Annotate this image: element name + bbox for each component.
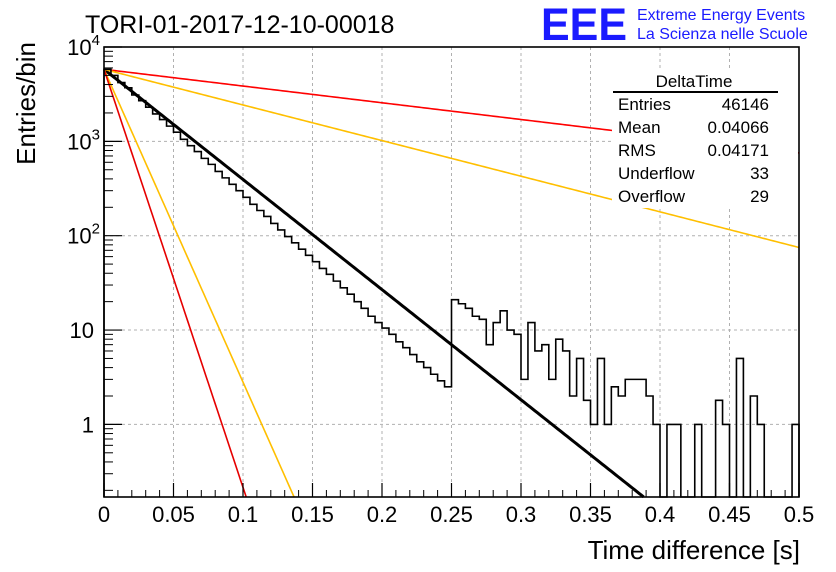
- stats-box-title: DeltaTime: [656, 72, 733, 91]
- logo-line1: Extreme Energy Events: [637, 7, 805, 24]
- x-tick-label: 0.4: [645, 502, 676, 527]
- stats-row-value: 0.04066: [708, 118, 769, 137]
- x-tick-label: 0.2: [367, 502, 398, 527]
- stats-row-value: 0.04171: [708, 141, 769, 160]
- y-tick-label: 10: [70, 318, 94, 343]
- stats-rows: Entries 46146 Mean 0.04066 RMS 0.04171 Underfl…: [618, 95, 769, 206]
- x-tick-label: 0.45: [708, 502, 751, 527]
- histogram: [103, 68, 800, 498]
- logo-mark: EEE: [541, 0, 627, 50]
- x-axis-label: Time difference [s]: [588, 535, 800, 565]
- stats-row-value: 46146: [722, 95, 769, 114]
- y-tick-label: 104: [67, 32, 100, 60]
- stats-row-label: Entries: [618, 95, 671, 114]
- fit-curve: [103, 68, 295, 498]
- y-axis: 1 10 102 103 104: [67, 32, 122, 491]
- fit-curve: [103, 69, 247, 498]
- fit-curve: [103, 68, 800, 249]
- x-axis: 0 0.05 0.1 0.15 0.2 0.25 0.3 0.35 0.4 0.45 0.5: [98, 483, 814, 527]
- x-tick-label: 0: [98, 502, 110, 527]
- stats-row-label: RMS: [618, 141, 656, 160]
- stats-row-value: 33: [750, 164, 769, 183]
- logo-line2: La Scienza nelle Scuole: [637, 26, 808, 43]
- stats-row-label: Underflow: [618, 164, 695, 183]
- y-tick-label: 103: [67, 126, 100, 154]
- stats-row-label: Mean: [618, 118, 661, 137]
- x-tick-label: 0.1: [228, 502, 259, 527]
- y-tick-label: 102: [67, 221, 100, 249]
- fit-curve: [103, 68, 645, 499]
- histogram-outline: [103, 68, 800, 498]
- y-tick-label: 1: [82, 412, 94, 437]
- eee-logo: EEE Extreme Energy Events La Scienza nel…: [541, 0, 808, 50]
- stats-box: DeltaTime Entries 46146 Mean 0.04066 RMS 0.04…: [612, 70, 798, 208]
- x-tick-label: 0.15: [291, 502, 334, 527]
- x-tick-label: 0.35: [569, 502, 612, 527]
- x-tick-label: 0.05: [152, 502, 195, 527]
- x-tick-label: 0.3: [506, 502, 537, 527]
- chart-title: TORI-01-2017-12-10-00018: [85, 11, 394, 39]
- y-axis-label: Entries/bin: [11, 42, 41, 165]
- stats-row-label: Overflow: [618, 187, 686, 206]
- x-tick-label: 0.5: [784, 502, 815, 527]
- x-tick-label: 0.25: [430, 502, 473, 527]
- stats-row-value: 29: [750, 187, 769, 206]
